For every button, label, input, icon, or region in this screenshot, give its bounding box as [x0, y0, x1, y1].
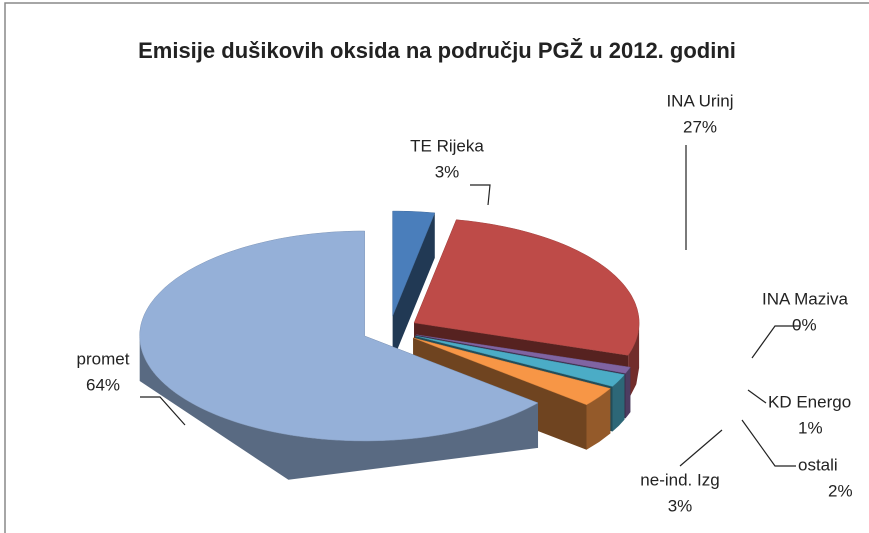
- slice: [413, 337, 611, 406]
- data-label-name: KD Energo: [768, 392, 851, 411]
- data-label-value: 3%: [668, 496, 693, 515]
- slice: [415, 335, 625, 387]
- leader-line: [470, 184, 491, 206]
- slice-side: [139, 336, 538, 480]
- slice: [413, 219, 640, 356]
- data-label-name: ostali: [798, 455, 838, 474]
- data-label-name: INA Maziva: [762, 289, 849, 308]
- data-label-value: 27%: [683, 117, 717, 136]
- chart-frame: [4, 2, 869, 533]
- pie: [139, 210, 640, 480]
- data-label-value: 64%: [86, 375, 120, 394]
- data-label-name: ne-ind. Izg: [640, 470, 719, 489]
- leader-line: [751, 325, 800, 359]
- slice-side: [628, 322, 640, 401]
- leader-line: [679, 429, 723, 467]
- slice-side: [625, 367, 631, 419]
- chart-title: Emisije dušikovih oksida na području PGŽ…: [138, 38, 736, 63]
- slice-side: [612, 374, 625, 432]
- data-label-value: 3%: [435, 162, 460, 181]
- slice: [392, 210, 436, 317]
- data-label-value: 2%: [828, 481, 853, 500]
- leader-line: [140, 396, 186, 426]
- leader-line: [741, 419, 796, 467]
- data-label-name: promet: [77, 349, 130, 368]
- data-label-name: INA Urinj: [666, 91, 733, 110]
- slice-side: [586, 388, 611, 450]
- data-label-value: 1%: [798, 418, 823, 437]
- data-label-name: TE Rijeka: [410, 136, 484, 155]
- slice-cut-face: [392, 212, 435, 362]
- slice: [416, 334, 631, 374]
- leader-line: [747, 389, 767, 404]
- slice: [139, 230, 539, 442]
- data-label-value: 0%: [792, 315, 817, 334]
